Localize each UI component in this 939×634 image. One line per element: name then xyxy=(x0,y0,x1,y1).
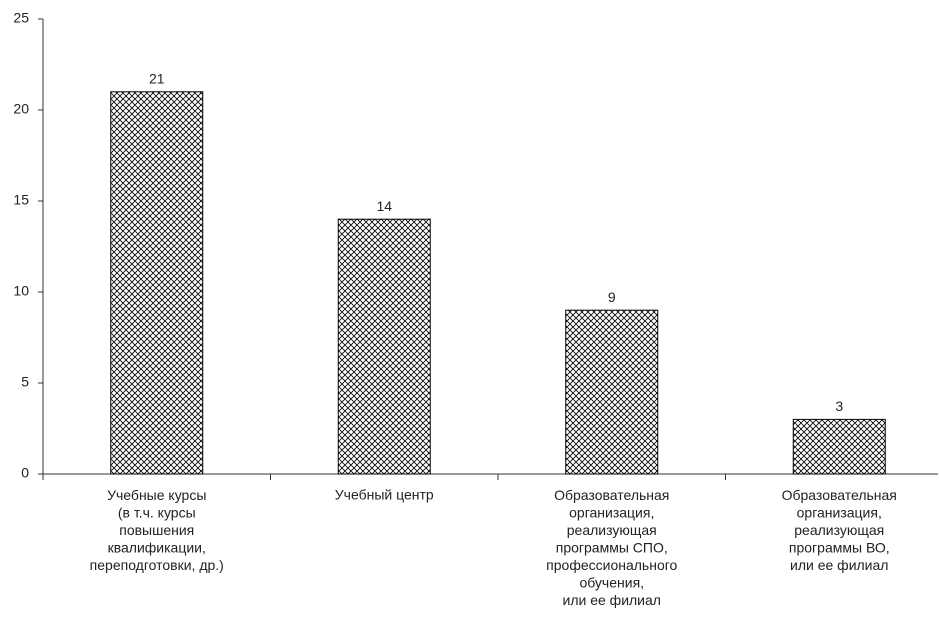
bar xyxy=(337,218,431,475)
y-tick-label: 10 xyxy=(13,283,29,299)
y-tick-label: 20 xyxy=(13,101,29,117)
y-tick-label: 0 xyxy=(21,465,29,481)
x-tick-label: Учебный центр xyxy=(335,487,434,503)
x-tick-label: Образовательная организация, реализующая пр… xyxy=(546,487,677,608)
y-tick-label: 15 xyxy=(13,192,29,208)
value-label: 14 xyxy=(376,198,392,214)
value-label: 21 xyxy=(149,71,165,87)
y-tick-label: 5 xyxy=(21,374,29,390)
x-tick-label: Образовательная организация, реализующая пр… xyxy=(782,487,897,573)
value-label: 3 xyxy=(835,398,843,414)
x-tick-label: Учебные курсы (в т.ч. курсы повышения квали… xyxy=(90,487,224,573)
value-label: 9 xyxy=(608,289,616,305)
bar xyxy=(792,418,886,475)
bar xyxy=(110,91,204,475)
bar xyxy=(565,309,659,475)
y-tick-label: 25 xyxy=(13,10,29,26)
